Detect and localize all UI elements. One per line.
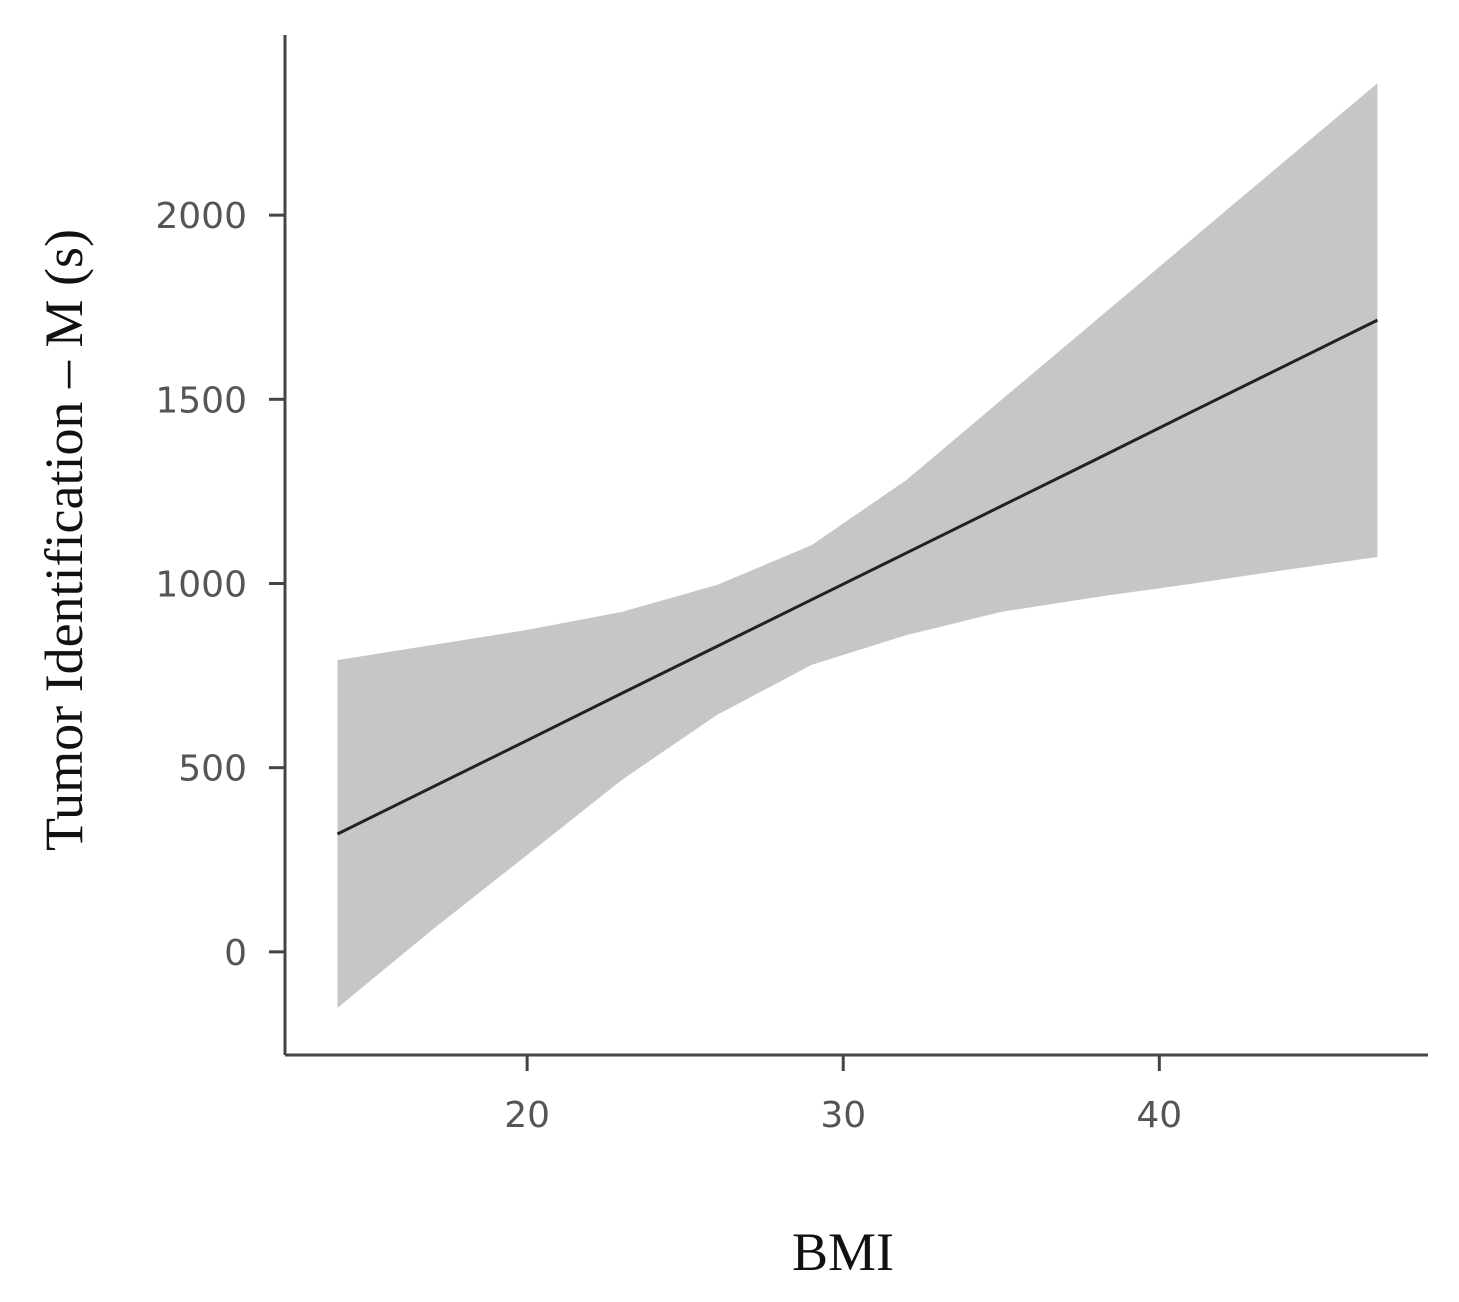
y-tick-label: 0 xyxy=(224,933,247,974)
fit-line xyxy=(336,318,1379,836)
y-axis-label: Tumor Identification – M (s) xyxy=(34,229,94,851)
x-axis-label: BMI xyxy=(792,1222,894,1282)
x-tick-label: 40 xyxy=(1136,1095,1182,1136)
confidence-band xyxy=(337,83,1378,1008)
y-tick-label: 1500 xyxy=(155,380,247,421)
x-tick-label: 20 xyxy=(504,1095,550,1136)
y-tick-label: 500 xyxy=(178,749,247,790)
x-tick-label: 30 xyxy=(820,1095,866,1136)
y-tick-label: 1000 xyxy=(155,564,247,605)
y-tick-label: 2000 xyxy=(155,196,247,237)
